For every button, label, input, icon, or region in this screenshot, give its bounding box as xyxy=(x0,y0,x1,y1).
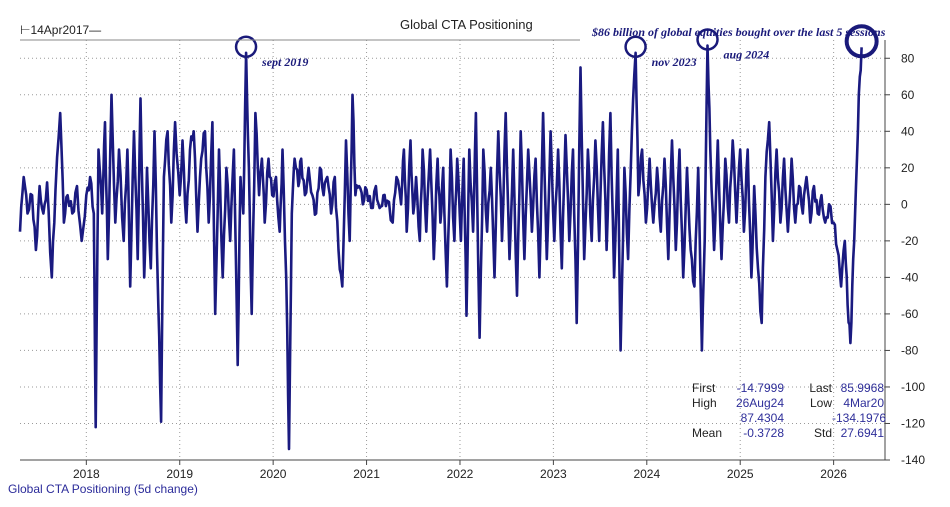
x-tick-label: 2025 xyxy=(727,467,754,481)
annotation-label: sept 2019 xyxy=(261,55,308,69)
stat-first-label: First xyxy=(692,381,716,395)
stat-first-value: -14.7999 xyxy=(736,381,784,395)
y-axis: -140 -120 -100 -80 -60 -40 -20 0 20 40 60 80 xyxy=(884,40,925,467)
series-line xyxy=(18,44,863,451)
stat-high-value: 87.4304 xyxy=(740,411,784,425)
stat-low-date: 4Mar20 xyxy=(843,396,884,410)
stat-std-label: Std xyxy=(813,426,832,440)
stat-low-value: -134.1976 xyxy=(832,411,887,425)
x-tick-label: 2023 xyxy=(540,467,567,481)
y-tick-label: -140 xyxy=(901,453,925,467)
y-tick-label: 20 xyxy=(901,161,915,175)
x-tick-label: 2018 xyxy=(73,467,100,481)
stat-last-label: Last xyxy=(809,381,832,395)
stat-std-value: 27.6941 xyxy=(840,426,884,440)
annotation-circle xyxy=(624,35,647,59)
stat-mean-label: Mean xyxy=(692,426,723,440)
annotation-label: aug 2024 xyxy=(724,47,770,61)
chart-title: Global CTA Positioning xyxy=(400,17,533,32)
x-tick-label: 2021 xyxy=(353,467,380,481)
y-tick-label: 0 xyxy=(901,197,908,211)
series-legend-label: Global CTA Positioning (5d change) xyxy=(8,482,198,496)
x-tick-label: 2019 xyxy=(166,467,193,481)
stat-high-date: 26Aug24 xyxy=(735,396,784,410)
y-tick-label: -40 xyxy=(901,270,919,284)
stat-low-label: Low xyxy=(809,396,832,410)
x-tick-label: 2026 xyxy=(820,467,847,481)
y-tick-label: -20 xyxy=(901,234,919,248)
annotation-label: nov 2023 xyxy=(652,55,697,69)
annotations: sept 2019 nov 2023 aug 2024 xyxy=(234,24,879,69)
y-tick-label: 40 xyxy=(901,124,915,138)
annotation-circle xyxy=(844,24,879,59)
stats-panel: First -14.7999 Last 85.9968 High 26Aug24… xyxy=(692,381,887,441)
annotation-circle xyxy=(234,35,258,59)
x-tick-label: 2020 xyxy=(260,467,287,481)
start-date-label: ⊢14Apr2017— xyxy=(20,23,102,37)
y-tick-label: -100 xyxy=(901,380,925,394)
stat-last-value: 85.9968 xyxy=(840,381,884,395)
y-tick-label: -80 xyxy=(901,343,919,357)
y-tick-label: 60 xyxy=(901,88,915,102)
annotation-circle xyxy=(696,28,719,51)
y-tick-label: 80 xyxy=(901,51,915,65)
y-tick-label: -120 xyxy=(901,416,925,430)
x-tick-label: 2024 xyxy=(633,467,660,481)
y-tick-label: -60 xyxy=(901,307,919,321)
x-tick-label: 2022 xyxy=(447,467,474,481)
stat-high-label: High xyxy=(692,396,717,410)
stat-mean-value: -0.3728 xyxy=(743,426,784,440)
x-axis: 2018 2019 2020 2021 2022 2023 2024 2025 2026 xyxy=(20,459,885,481)
headline-annotation: $86 billion of global equities bought ov… xyxy=(592,25,886,39)
